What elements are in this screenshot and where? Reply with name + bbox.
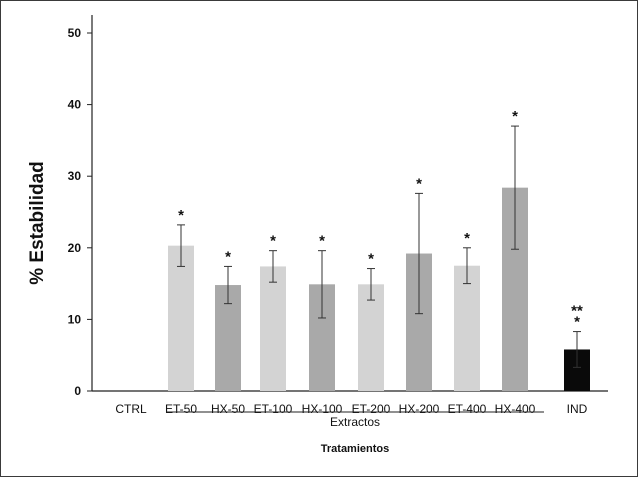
x-tick-label: CTRL [115, 402, 147, 416]
x-tick-label: HX-400 [495, 402, 536, 416]
x-tick-label: ET-200 [352, 402, 391, 416]
y-tick-label: 30 [68, 169, 82, 183]
x-tick-label: HX-50 [211, 402, 245, 416]
significance-marker: * [178, 207, 184, 224]
x-tick-label: HX-100 [302, 402, 343, 416]
significance-marker: * [368, 251, 374, 268]
significance-marker: * [270, 233, 276, 250]
significance-marker: * [319, 233, 325, 250]
bar [358, 284, 384, 391]
bar [454, 265, 480, 391]
y-axis-label: % Estabilidad [27, 161, 48, 285]
x-tick-label: ET-400 [448, 402, 487, 416]
significance-marker: * [512, 108, 518, 125]
y-axis: 0 10 20 30 40 50 [68, 15, 93, 398]
x-tick-label: HX-200 [399, 402, 440, 416]
x-group-label: Extractos [330, 415, 380, 429]
bar [260, 266, 286, 391]
x-axis-label: Tratamientos [321, 443, 389, 455]
x-tick-label: ET-50 [165, 402, 197, 416]
y-tick-label: 50 [68, 26, 82, 40]
y-tick-label: 20 [68, 241, 82, 255]
y-tick-label: 40 [68, 98, 82, 112]
y-tick-label: 10 [68, 312, 82, 326]
x-tick-label: IND [567, 402, 588, 416]
significance-marker: * [416, 175, 422, 192]
significance-marker: * [225, 248, 231, 265]
x-tick-label: ET-100 [254, 402, 293, 416]
y-tick-label: 0 [74, 384, 81, 398]
significance-marker: ** [571, 303, 583, 320]
bars-group: *** ******** [168, 108, 590, 391]
significance-marker: * [574, 314, 580, 331]
significance-marker: * [464, 230, 470, 247]
bar [168, 245, 194, 391]
